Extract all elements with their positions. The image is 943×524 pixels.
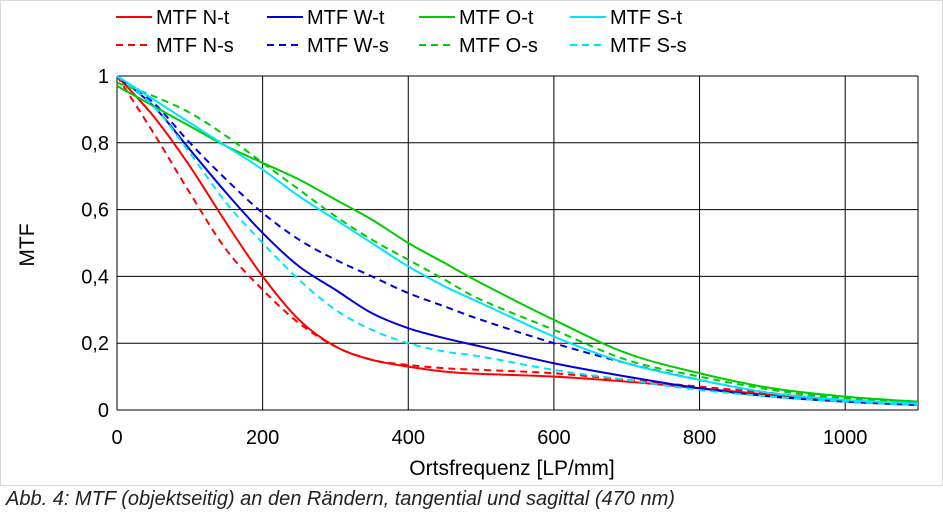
- legend: MTF N-t MTF W-t MTF O-t MTF S-t MTF N-s MTF W…: [116, 7, 687, 57]
- series-line-mtf-s-s: [116, 75, 919, 406]
- figure-caption: Abb. 4: MTF (objektseitig) an den Ränder…: [6, 488, 675, 510]
- y-tick-label: 0,8: [81, 133, 109, 155]
- legend-label-mtf-w-s: MTF W-s: [307, 35, 389, 57]
- y-tick-label: 0: [98, 400, 109, 422]
- chart-frame: 0 0,2 0,4 0,6 0,8 1 0 200 400 600 800 1000 MTF N-t M…: [0, 0, 943, 486]
- x-tick-label: 1000: [823, 427, 868, 449]
- series-line-mtf-w-s: [116, 75, 919, 406]
- x-tick-label: 400: [392, 427, 425, 449]
- x-tick-label: 800: [683, 427, 716, 449]
- series-lines: [116, 75, 919, 406]
- legend-label-mtf-w-t: MTF W-t: [307, 7, 385, 29]
- x-tick-label: 600: [537, 427, 570, 449]
- x-tick-label: 200: [246, 427, 279, 449]
- legend-label-mtf-s-t: MTF S-t: [610, 7, 683, 29]
- x-tick-label: 0: [111, 427, 122, 449]
- legend-label-mtf-n-s: MTF N-s: [156, 35, 234, 57]
- legend-label-mtf-s-s: MTF S-s: [610, 35, 687, 57]
- series-line-mtf-s-t: [116, 75, 919, 405]
- grid: [116, 75, 919, 411]
- axes: 0 0,2 0,4 0,6 0,8 1 0 200 400 600 800 1000: [81, 66, 867, 449]
- legend-label-mtf-n-t: MTF N-t: [156, 7, 230, 29]
- x-axis-label: Ortsfrequenz [LP/mm]: [409, 457, 614, 480]
- series-line-mtf-o-s: [116, 81, 919, 403]
- y-tick-label: 0,4: [81, 266, 109, 288]
- series-line-mtf-n-t: [116, 75, 919, 406]
- legend-label-mtf-o-t: MTF O-t: [459, 7, 534, 29]
- mtf-line-chart: 00,20,40,60,810 200 400 600 800 1000 MTF N-t M…: [16, 7, 919, 480]
- y-axis-label: MTF: [16, 223, 39, 266]
- y-tick-label: 1: [98, 66, 109, 88]
- y-tick-label: 0,2: [81, 333, 109, 355]
- legend-label-mtf-o-s: MTF O-s: [459, 35, 538, 57]
- y-tick-label: 0,6: [81, 200, 109, 222]
